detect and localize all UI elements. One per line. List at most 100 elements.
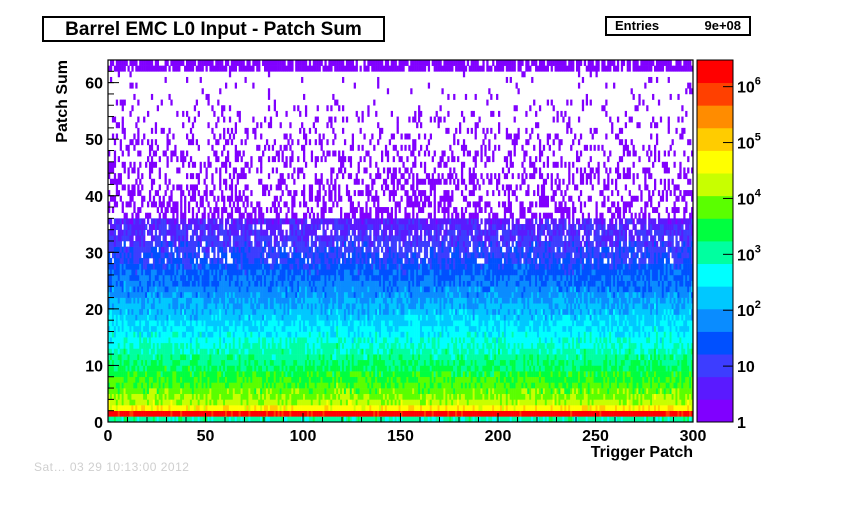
heatmap-cell <box>145 399 148 406</box>
heatmap-cell <box>133 241 136 247</box>
heatmap-cell <box>310 65 314 72</box>
heatmap-cell <box>176 224 179 230</box>
heatmap-cell <box>195 291 198 298</box>
heatmap-cell <box>119 382 122 389</box>
heatmap-cell <box>320 320 323 327</box>
heatmap-cell <box>156 105 159 112</box>
heatmap-cell <box>184 263 187 270</box>
heatmap-cell <box>186 331 189 338</box>
heatmap-cell <box>236 320 239 327</box>
heatmap-cell <box>301 274 304 281</box>
heatmap-cell <box>109 274 113 281</box>
heatmap-cell <box>304 405 308 411</box>
heatmap-cell <box>197 393 200 400</box>
heatmap-cell <box>111 291 115 298</box>
heatmap-cell <box>221 325 224 332</box>
heatmap-cell <box>199 342 202 349</box>
heatmap-cell <box>184 286 187 293</box>
heatmap-cell <box>203 212 206 219</box>
heatmap-cell <box>264 303 267 310</box>
heatmap-cell <box>225 348 228 355</box>
heatmap-cell <box>267 280 271 287</box>
heatmap-cell <box>260 263 263 270</box>
heatmap-cell <box>174 314 177 321</box>
heatmap-cell <box>258 342 261 349</box>
heatmap-cell <box>299 269 302 276</box>
heatmap-cell <box>150 359 154 366</box>
heatmap-cell <box>203 178 206 185</box>
heatmap-cell <box>221 224 224 230</box>
heatmap-cell <box>207 308 210 315</box>
heatmap-cell <box>228 161 232 168</box>
heatmap-cell <box>250 359 253 366</box>
heatmap-cell <box>304 393 308 400</box>
heatmap-cell <box>226 127 230 134</box>
heatmap-cell <box>304 263 308 270</box>
heatmap-cell <box>207 235 210 242</box>
heatmap-cell <box>225 320 228 327</box>
heatmap-cell <box>191 354 195 361</box>
heatmap-cell <box>213 416 216 423</box>
heatmap-cell <box>324 201 327 208</box>
heatmap-cell <box>242 342 245 349</box>
heatmap-cell <box>154 218 158 225</box>
heatmap-cell <box>162 269 165 276</box>
heatmap-cell <box>141 280 144 287</box>
heatmap-cell <box>314 393 317 400</box>
heatmap-cell <box>123 308 126 315</box>
heatmap-cell <box>113 337 117 344</box>
heatmap-cell <box>121 388 124 395</box>
heatmap-cell <box>299 286 302 293</box>
heatmap-cell <box>115 218 119 225</box>
heatmap-cell <box>225 371 228 378</box>
heatmap-cell <box>250 297 253 304</box>
heatmap-cell <box>318 359 321 366</box>
heatmap-cell <box>164 342 167 349</box>
heatmap-cell <box>226 60 230 66</box>
heatmap-cell <box>269 297 273 304</box>
heatmap-cell <box>230 212 234 219</box>
heatmap-cell <box>297 218 300 225</box>
heatmap-cell <box>225 291 228 298</box>
heatmap-cell <box>176 235 179 242</box>
heatmap-cell <box>324 388 327 395</box>
heatmap-cell <box>244 325 247 332</box>
heatmap-cell <box>187 252 191 259</box>
heatmap-cell <box>127 303 130 310</box>
heatmap-cell <box>154 122 158 129</box>
heatmap-cell <box>180 218 183 225</box>
heatmap-cell <box>197 382 200 389</box>
heatmap-cell <box>287 257 290 264</box>
heatmap-cell <box>238 371 241 378</box>
heatmap-cell <box>139 331 142 338</box>
heatmap-cell <box>170 274 173 281</box>
heatmap-cell <box>203 224 206 230</box>
heatmap-cell <box>129 365 132 372</box>
heatmap-cell <box>211 388 214 395</box>
heatmap-cell <box>141 286 144 293</box>
heatmap-cell <box>287 354 290 361</box>
heatmap-cell <box>264 399 267 406</box>
heatmap-cell <box>193 252 197 259</box>
heatmap-cell <box>332 393 335 400</box>
heatmap-cell <box>236 257 239 264</box>
heatmap-cell <box>304 161 308 168</box>
heatmap-cell <box>256 376 259 383</box>
heatmap-cell <box>199 269 202 276</box>
heatmap-cell <box>166 133 169 140</box>
heatmap-cell <box>328 365 331 372</box>
heatmap-cell <box>162 280 165 287</box>
heatmap-cell <box>267 399 271 406</box>
heatmap-cell <box>283 325 286 332</box>
heatmap-cell <box>318 320 321 327</box>
heatmap-cell <box>199 263 202 270</box>
heatmap-cell <box>250 393 253 400</box>
heatmap-cell <box>154 354 158 361</box>
heatmap-cell <box>230 376 234 383</box>
heatmap-cell <box>172 405 175 411</box>
heatmap-cell <box>260 274 263 281</box>
heatmap-cell <box>271 263 275 270</box>
heatmap-cell <box>248 388 251 395</box>
heatmap-cell <box>143 229 146 236</box>
heatmap-cell <box>228 308 232 315</box>
